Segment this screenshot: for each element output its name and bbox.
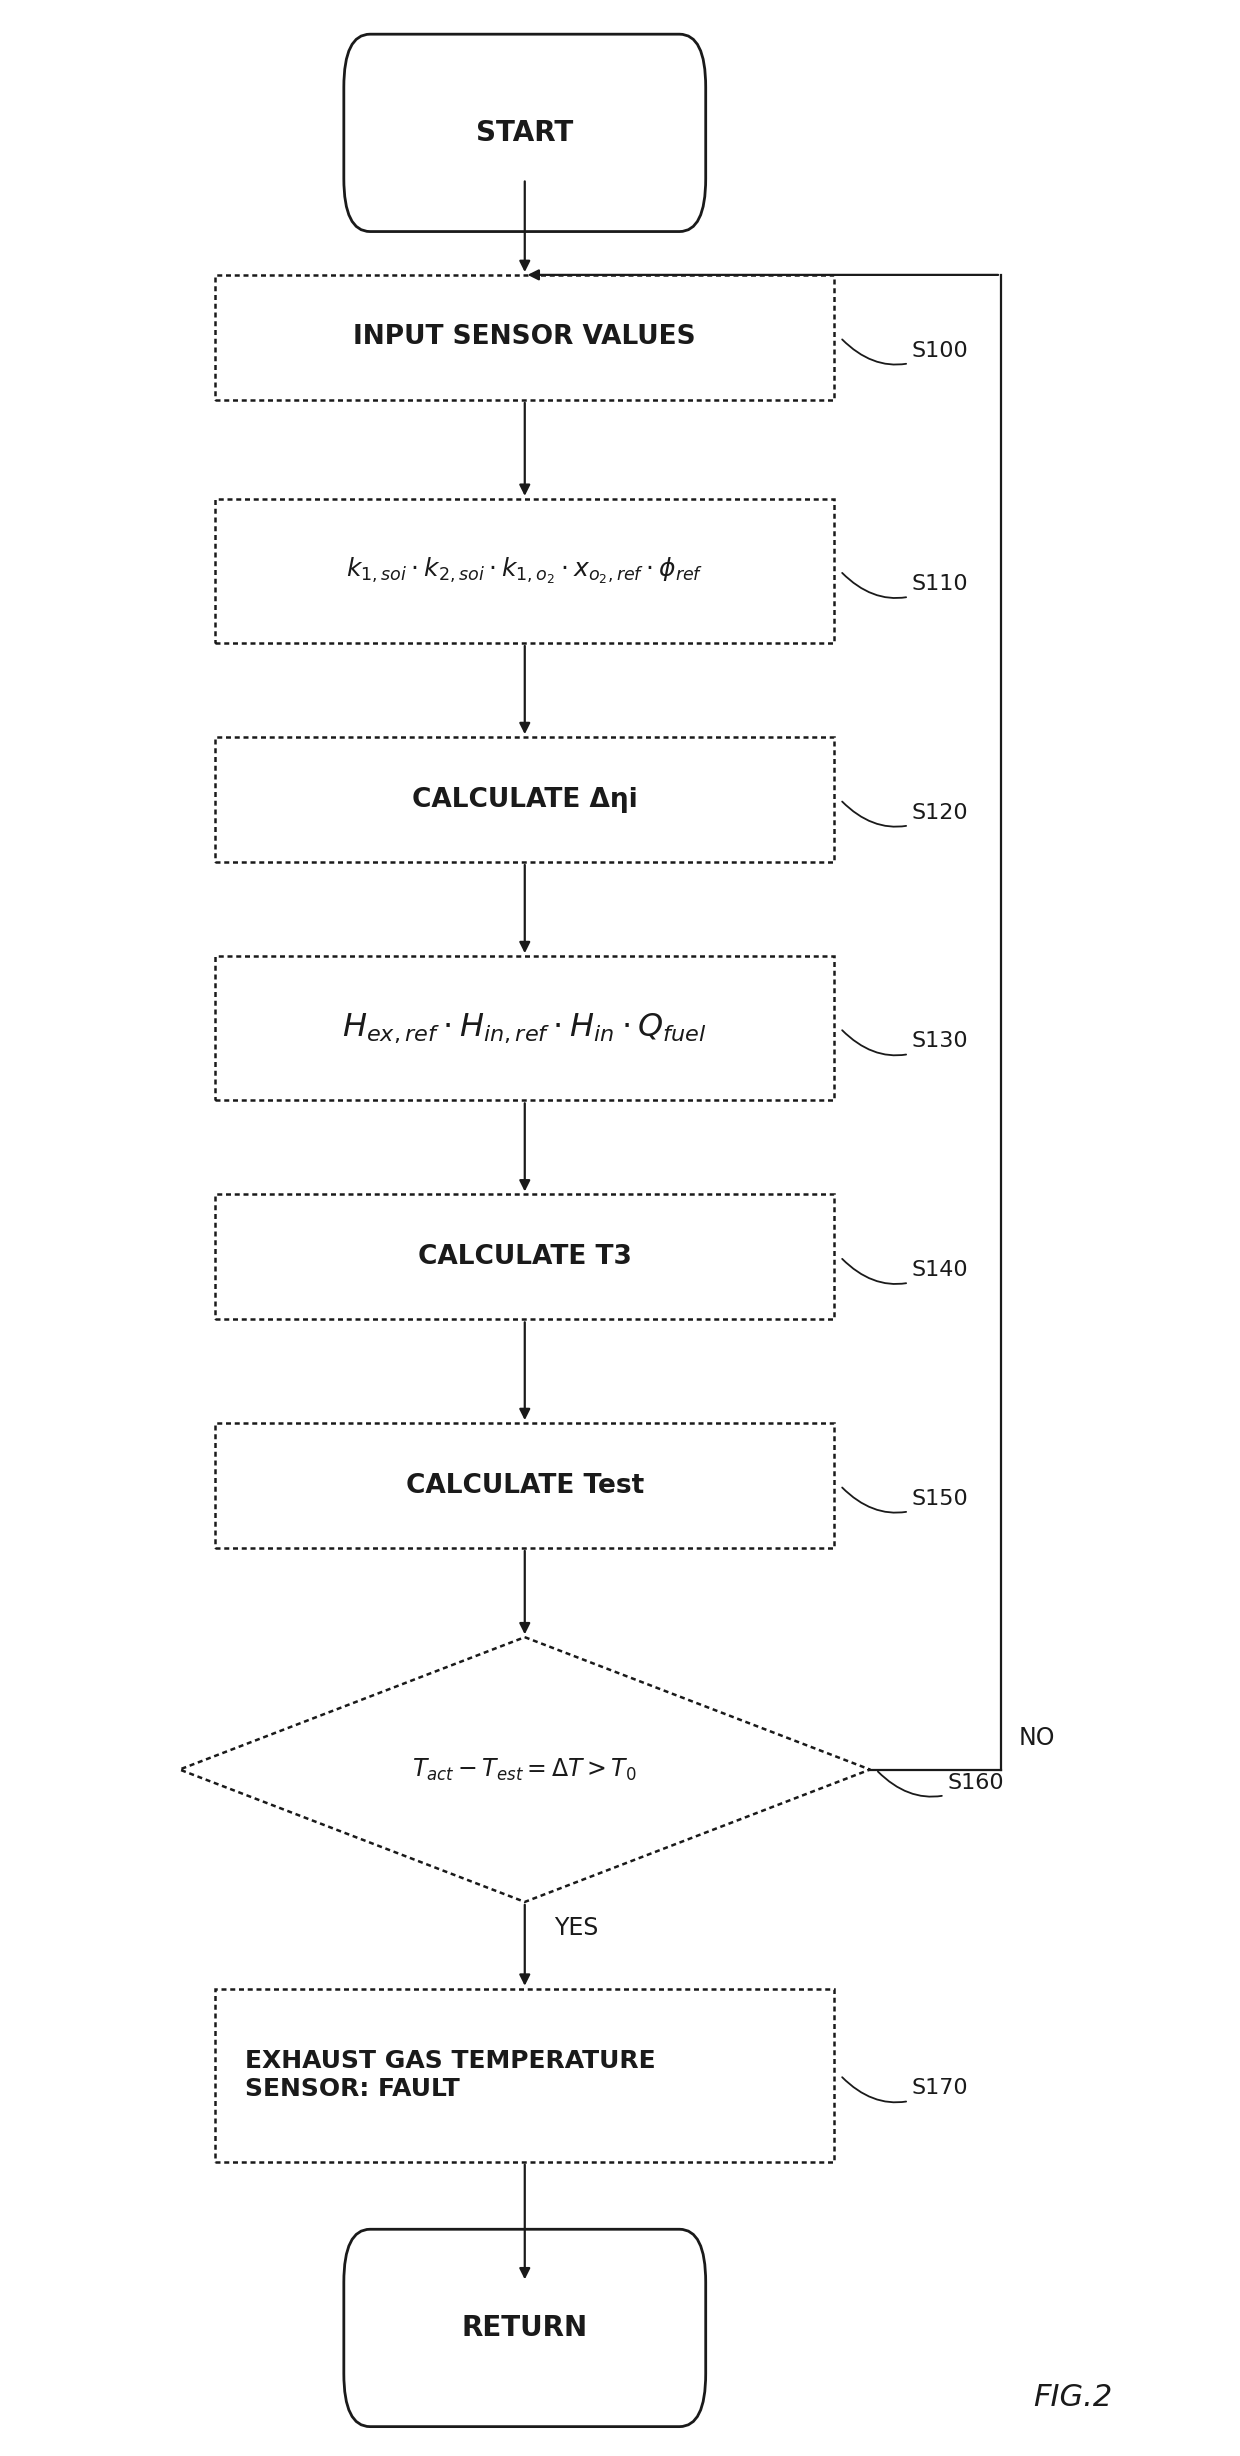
Text: S110: S110 [842, 572, 968, 599]
Text: S160: S160 [878, 1771, 1004, 1798]
FancyBboxPatch shape [343, 2230, 706, 2427]
Text: S120: S120 [842, 801, 968, 828]
Polygon shape [180, 1638, 870, 1901]
Text: S130: S130 [842, 1029, 968, 1056]
Bar [216, 955, 835, 1100]
Text: S100: S100 [842, 339, 968, 363]
FancyBboxPatch shape [343, 34, 706, 231]
Bar [216, 275, 835, 400]
Bar [216, 1989, 835, 2161]
Text: S170: S170 [842, 2078, 968, 2102]
Text: INPUT SENSOR VALUES: INPUT SENSOR VALUES [353, 324, 696, 351]
Text: RETURN: RETURN [461, 2314, 588, 2343]
Bar [216, 1422, 835, 1547]
Text: $T_{act} - T_{est} = \Delta T > T_0$: $T_{act} - T_{est} = \Delta T > T_0$ [413, 1756, 637, 1783]
Text: $H_{ex,ref} \cdot H_{in,ref} \cdot H_{in} \cdot Q_{fuel}$: $H_{ex,ref} \cdot H_{in,ref} \cdot H_{in… [342, 1012, 707, 1046]
Text: $k_{1,soi} \cdot k_{2,soi} \cdot k_{1,o_2} \cdot x_{o_2,ref} \cdot \phi_{ref}$: $k_{1,soi} \cdot k_{2,soi} \cdot k_{1,o_… [346, 555, 703, 587]
Text: CALCULATE T3: CALCULATE T3 [418, 1243, 631, 1270]
Text: START: START [476, 118, 573, 147]
Text: NO: NO [1019, 1727, 1055, 1751]
Bar [216, 499, 835, 643]
Text: S140: S140 [842, 1260, 968, 1284]
Bar [216, 737, 835, 862]
Bar [216, 1194, 835, 1319]
Text: EXHAUST GAS TEMPERATURE
SENSOR: FAULT: EXHAUST GAS TEMPERATURE SENSOR: FAULT [246, 2048, 656, 2102]
Text: CALCULATE Test: CALCULATE Test [405, 1474, 644, 1498]
Text: S150: S150 [842, 1488, 968, 1513]
Text: CALCULATE Δηi: CALCULATE Δηi [412, 786, 637, 813]
Text: YES: YES [554, 1916, 599, 1940]
Text: FIG.2: FIG.2 [1033, 2382, 1112, 2412]
